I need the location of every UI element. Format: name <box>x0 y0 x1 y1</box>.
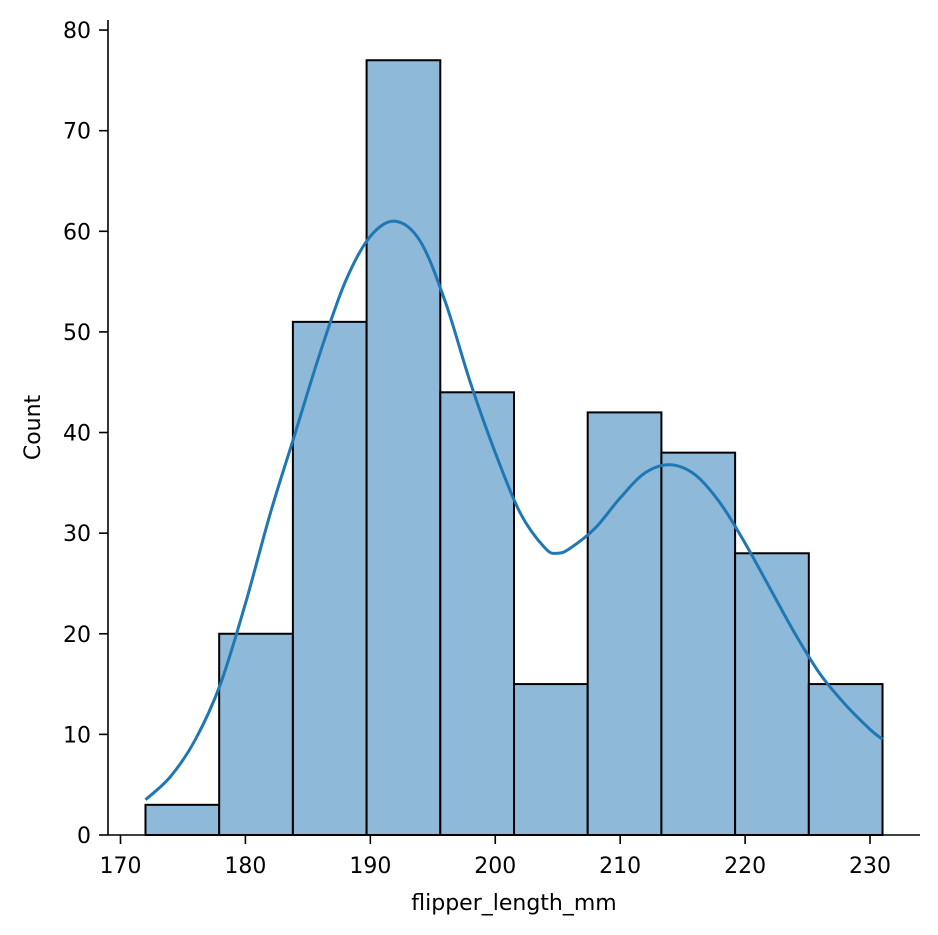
y-axis-ticks: 0 10 20 30 40 50 60 70 80 <box>63 19 108 849</box>
y-tick-label: 50 <box>63 321 91 346</box>
x-tick-label: 170 <box>99 854 141 879</box>
x-tick-label: 200 <box>474 854 516 879</box>
histogram-bar <box>807 683 884 837</box>
histogram-bar <box>586 411 663 836</box>
histogram-bar <box>365 59 442 837</box>
histogram-bar <box>291 320 368 836</box>
y-tick-label: 70 <box>63 120 91 145</box>
x-tick-label: 230 <box>849 854 891 879</box>
y-tick-label: 80 <box>63 19 91 44</box>
x-tick-label: 210 <box>599 854 641 879</box>
y-tick-label: 40 <box>63 422 91 447</box>
histogram-bar <box>660 451 737 836</box>
histogram-bar <box>439 391 515 836</box>
y-axis-label: Count <box>21 394 46 460</box>
histogram-bar <box>144 803 221 837</box>
histogram-bars <box>144 59 884 837</box>
x-tick-label: 190 <box>349 854 391 879</box>
y-tick-label: 0 <box>77 824 91 849</box>
histogram-bar <box>513 683 589 837</box>
x-tick-label: 220 <box>724 854 766 879</box>
y-tick-label: 30 <box>63 522 91 547</box>
x-axis-ticks: 170 180 190 200 210 220 230 <box>99 835 891 879</box>
histogram-bar <box>218 632 294 837</box>
y-tick-label: 10 <box>63 723 91 748</box>
y-tick-label: 20 <box>63 623 91 648</box>
x-tick-label: 180 <box>224 854 266 879</box>
histogram-bar <box>734 552 810 836</box>
kde-curve <box>144 219 884 801</box>
x-axis-label: flipper_length_mm <box>411 891 616 916</box>
y-tick-label: 60 <box>63 220 91 245</box>
